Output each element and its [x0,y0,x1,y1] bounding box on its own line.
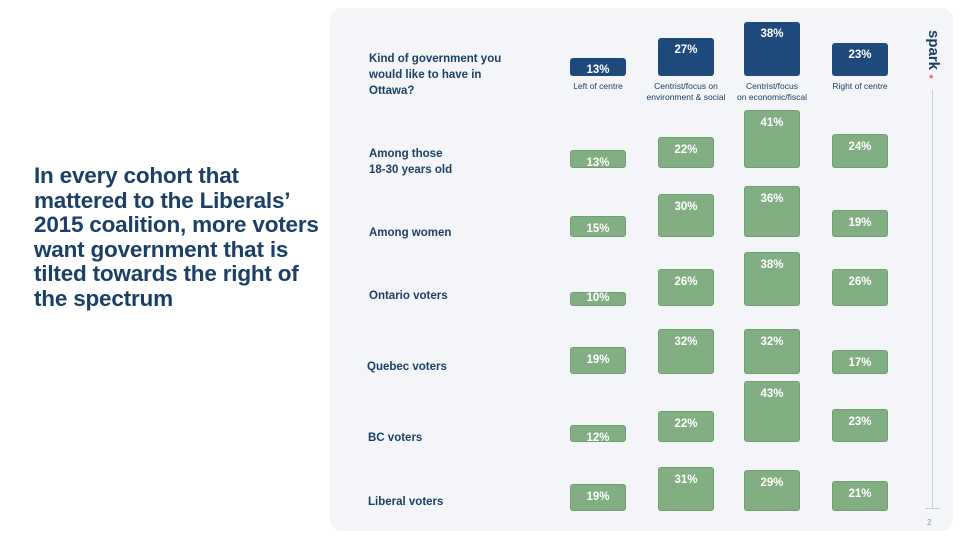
bar: 15% [570,215,626,237]
bar-value-label: 22% [674,417,698,430]
bar: 23% [832,409,888,442]
bar: 43% [744,380,800,442]
bar: 19% [570,484,626,511]
bar-value-label: 15% [586,222,610,235]
row-label: Kind of government you would like to hav… [369,53,502,97]
bar-value-label: 27% [674,43,698,56]
bar-value-label: 13% [586,156,610,169]
bar: 38% [744,22,800,76]
bar: 19% [832,210,888,237]
bar: 23% [832,43,888,76]
bar-value-label: 23% [848,49,872,62]
bar-value-label: 19% [586,491,610,504]
bar-value-label: 26% [674,276,698,289]
bar-value-label: 13% [586,63,610,76]
bar-value-label: 26% [848,276,872,289]
bar-value-label: 22% [674,143,698,156]
bar-value-label: 38% [760,28,784,41]
bar-value-label: 21% [848,488,872,501]
bar-value-label: 17% [848,356,872,369]
bar: 30% [658,194,714,237]
bar-value-label: 10% [586,291,610,304]
bar-value-label: 43% [760,387,784,400]
bar: 32% [658,328,714,374]
category-label: Centrist/focus on economic/fiscal [737,81,807,102]
bar-value-label: 23% [848,416,872,429]
bar: 26% [658,269,714,306]
vertical-rule-cap [925,508,940,509]
row-label: Among those 18-30 years old [369,148,453,176]
bar-value-label: 36% [760,192,784,205]
bar: 32% [744,328,800,374]
category-label: Left of centre [573,81,623,91]
row-label: BC voters [368,432,423,444]
row-label: Liberal voters [368,496,444,508]
vertical-rule [932,90,933,508]
bar: 29% [744,469,800,511]
bar-value-label: 19% [586,354,610,367]
bar: 41% [744,109,800,168]
brand-name: spark [925,30,942,71]
spark-logo: spark * [920,30,944,85]
brand-star-icon: * [929,73,934,85]
bar: 36% [744,185,800,237]
bar-value-label: 31% [674,473,698,486]
bar-value-label: 19% [848,217,872,230]
bar-value-label: 41% [760,116,784,129]
bar-value-label: 38% [760,259,784,272]
bar: 12% [570,424,626,444]
bar-value-label: 32% [760,335,784,348]
row-label: Among women [369,227,452,239]
bar: 31% [658,466,714,511]
bar: 13% [570,57,626,76]
bar: 13% [570,149,626,169]
bar: 38% [744,252,800,306]
bar: 26% [832,269,888,306]
bar: 17% [832,349,888,374]
bar: 19% [570,347,626,374]
bar: 21% [832,481,888,511]
page-number: 2 [927,518,932,527]
page-headline: In every cohort that mattered to the Lib… [34,163,319,311]
bar-value-label: 32% [674,335,698,348]
bar-value-label: 12% [586,431,610,444]
category-label: Centrist/focus on environment & social [646,81,726,102]
row-label: Quebec voters [367,361,447,373]
category-label: Right of centre [832,81,888,91]
bar: 10% [570,291,626,306]
bar: 22% [658,136,714,168]
bar: 22% [658,410,714,442]
bar-value-label: 30% [674,201,698,214]
bar: 24% [832,133,888,168]
bar-value-label: 29% [760,476,784,489]
bar: 27% [658,37,714,76]
row-label: Ontario voters [369,290,448,302]
bar-value-label: 24% [848,140,872,153]
